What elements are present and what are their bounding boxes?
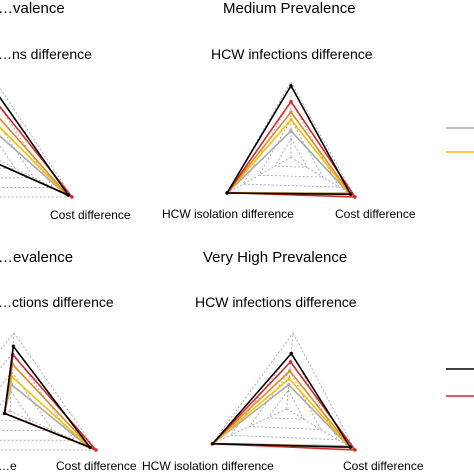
radar-spoke-2 [290, 156, 356, 198]
radar-grid-ring-1 [0, 390, 33, 422]
series-yellow-line [3, 375, 90, 448]
series-orange-point-1 [288, 369, 292, 373]
series-black-point-1 [11, 344, 16, 348]
radar-spoke-2 [286, 408, 356, 451]
panel-1-title: …valence [0, 0, 65, 17]
series-black-point-2 [348, 192, 353, 196]
panel-2-top-label: HCW infections difference [211, 46, 373, 62]
panel-2-right-label: Cost difference [335, 207, 416, 221]
panel-3-cut-label: …e [0, 459, 17, 473]
series-black-point-2 [88, 445, 92, 449]
series-black-line [211, 352, 352, 448]
radar-grid-ring-1 [0, 144, 16, 169]
legend [446, 127, 474, 397]
radar-grid-ring-4 [226, 81, 356, 198]
panel-2-title: Medium Prevalence [223, 0, 356, 17]
panel-2-left-label: HCW isolation difference [162, 207, 294, 221]
series-yellow-point-1 [287, 376, 291, 381]
series-orange-line [0, 117, 68, 196]
panel-1-right-label: Cost difference [50, 208, 131, 222]
radar-grid-ring-1 [267, 389, 305, 420]
panel-4-left-label: HCW isolation difference [142, 459, 274, 473]
radar-grid-ring-1 [274, 137, 308, 168]
panel-2-radar [225, 81, 357, 199]
radar-spoke-3 [226, 156, 292, 194]
series-gray-point-1 [286, 382, 291, 387]
series-red-point-2 [353, 195, 357, 199]
radar-grid-ring-4 [211, 332, 356, 451]
series-black-point-1 [289, 351, 293, 356]
radar-grid-ring-3 [0, 351, 76, 441]
panel-3-top-label: …ctions difference [0, 294, 114, 310]
series-yellow-point-1 [289, 117, 293, 122]
series-black-line [0, 96, 69, 196]
series-black-point-3 [2, 411, 7, 416]
panel-3-title: …evalence [0, 249, 73, 266]
panel-3-right-label: Cost difference [56, 459, 137, 473]
series-red-point-2 [353, 448, 357, 452]
series-black-point-3 [211, 441, 215, 446]
panel-4-top-label: HCW infections difference [195, 294, 357, 310]
series-red-line [211, 361, 356, 451]
series-black-point-2 [348, 445, 352, 449]
series-red-point-2 [94, 448, 98, 452]
panel-4-title: Very High Prevalence [203, 249, 347, 266]
radar-spoke-1 [286, 332, 294, 410]
series-red-point-1 [288, 360, 293, 364]
radar-spoke-3 [0, 410, 11, 416]
series-red-point-2 [70, 195, 74, 199]
series-black-point-3 [225, 191, 229, 195]
series-orange-line [3, 363, 92, 449]
series-black-point-2 [66, 193, 70, 197]
series-black-line [3, 345, 91, 449]
panel-3-radar [0, 332, 98, 452]
radar-grid-ring-2 [248, 370, 322, 430]
series-yellow-line [226, 118, 351, 195]
series-black-point-1 [289, 84, 293, 88]
radar-grid-ring-4 [0, 87, 73, 198]
radar-grid-ring-3 [0, 106, 54, 188]
panel-4-radar [210, 332, 357, 452]
radar-spoke-3 [211, 408, 287, 445]
panel-1-top-label: …ns difference [0, 46, 92, 62]
panel-4-right-label: Cost difference [343, 459, 424, 473]
series-orange-line [226, 111, 352, 196]
series-orange-point-1 [289, 110, 293, 114]
series-black-line [226, 84, 352, 196]
series-gray-line [211, 383, 349, 447]
series-red-line [226, 100, 356, 198]
series-red-point-1 [289, 99, 293, 104]
series-gray-point-1 [289, 129, 293, 133]
panel-1-radar [0, 87, 74, 199]
